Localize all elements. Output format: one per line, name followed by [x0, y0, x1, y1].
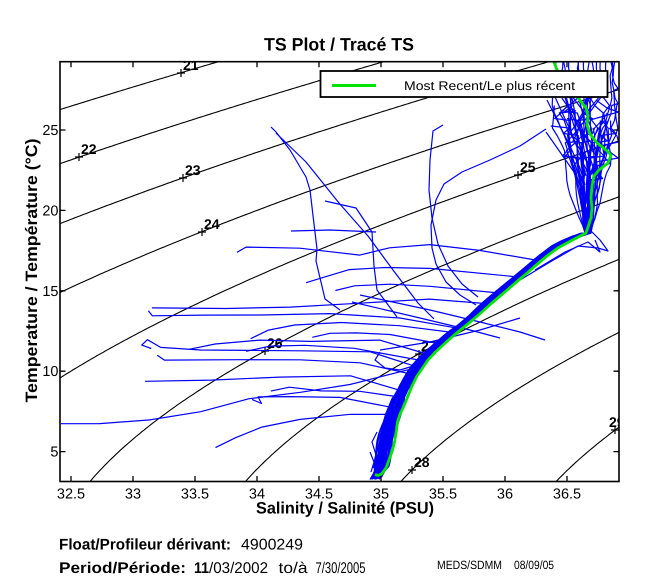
svg-text:22: 22: [81, 141, 97, 157]
svg-text:Float/Profileur dérivant:: Float/Profileur dérivant:: [59, 537, 231, 554]
svg-text:Period/Période:: Period/Période:: [59, 560, 186, 577]
svg-text:20: 20: [42, 203, 58, 219]
svg-text:29: 29: [609, 414, 625, 430]
svg-text:11: 11: [194, 560, 209, 577]
svg-text:32.5: 32.5: [57, 487, 85, 503]
svg-text:Salinity / Salinité (PSU): Salinity / Salinité (PSU): [256, 500, 434, 518]
svg-text:33.5: 33.5: [181, 487, 209, 503]
svg-text:23: 23: [185, 162, 201, 178]
svg-text:34: 34: [249, 487, 265, 503]
svg-text:10: 10: [42, 364, 58, 380]
svg-text:36: 36: [497, 487, 513, 503]
svg-text:36.5: 36.5: [553, 487, 581, 503]
svg-text:35.5: 35.5: [429, 487, 457, 503]
svg-text:/03/2002: /03/2002: [209, 560, 268, 577]
svg-text:15: 15: [42, 284, 58, 300]
svg-text:33: 33: [125, 487, 141, 503]
svg-text:TS Plot / Tracé TS: TS Plot / Tracé TS: [264, 35, 414, 55]
svg-text:08/09/05: 08/09/05: [514, 558, 554, 572]
svg-text:28: 28: [414, 454, 430, 470]
svg-text:7/30/2005: 7/30/2005: [316, 560, 366, 577]
svg-text:Temperature / Température (°C): Temperature / Température (°C): [23, 139, 41, 403]
svg-text:26: 26: [267, 335, 283, 351]
svg-text:25: 25: [520, 159, 536, 175]
svg-text:MEDS/SDMM: MEDS/SDMM: [437, 558, 502, 572]
svg-text:to/à: to/à: [279, 560, 308, 577]
svg-text:Most Recent/Le plus récent: Most Recent/Le plus récent: [404, 79, 576, 93]
svg-text:5: 5: [50, 445, 58, 461]
svg-text:4900249: 4900249: [241, 537, 303, 554]
svg-text:24: 24: [204, 216, 220, 232]
svg-text:25: 25: [42, 123, 58, 139]
svg-text:21: 21: [183, 57, 199, 73]
svg-text:34.5: 34.5: [305, 487, 333, 503]
svg-text:35: 35: [373, 487, 389, 503]
